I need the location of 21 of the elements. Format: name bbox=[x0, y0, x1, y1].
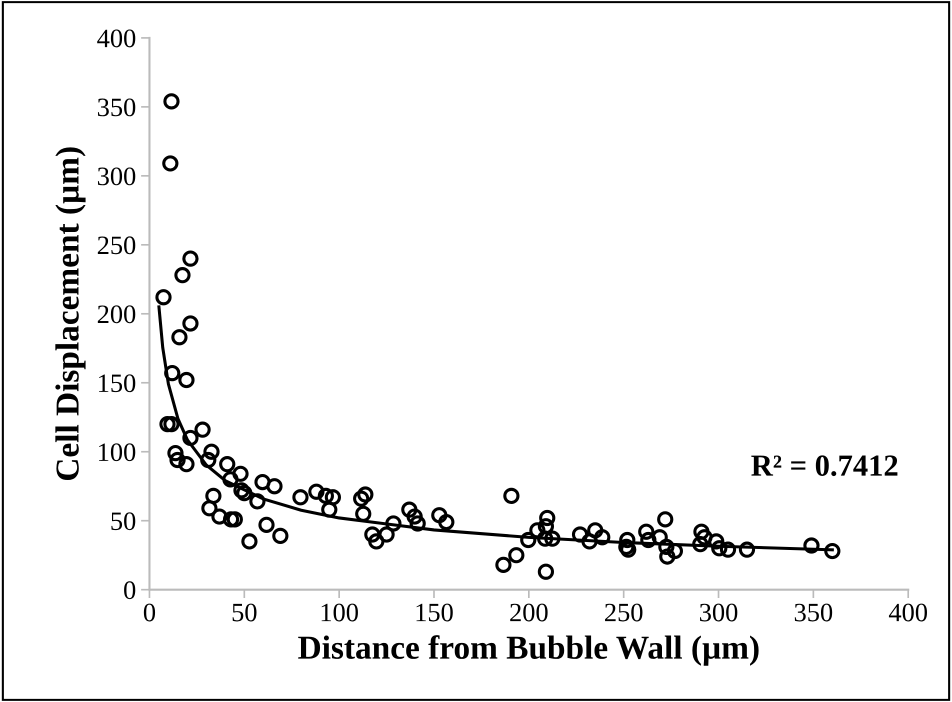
y-tick-label: 100 bbox=[99, 443, 136, 462]
y-axis-title: Cell Displacement (µm) bbox=[55, 147, 86, 480]
y-tick-label: 250 bbox=[98, 236, 136, 254]
x-tick-label: 300 bbox=[700, 604, 738, 622]
x-tick-label: 350 bbox=[794, 604, 832, 622]
x-tick-label: 0 bbox=[144, 604, 156, 622]
y-tick-label: 400 bbox=[97, 30, 136, 48]
x-tick-label: 50 bbox=[232, 604, 256, 622]
x-tick-label: 200 bbox=[510, 604, 548, 622]
y-tick-label: 0 bbox=[124, 581, 136, 600]
annotation: R² = 0.7412 bbox=[751, 455, 898, 476]
x-axis-title: Distance from Bubble Wall (µm) bbox=[298, 635, 759, 666]
y-tick-label: 150 bbox=[99, 374, 136, 392]
x-tick-label: 100 bbox=[322, 604, 358, 622]
y-tick-label: 200 bbox=[98, 305, 136, 324]
y-tick-label: 300 bbox=[98, 167, 136, 186]
x-tick-label: 150 bbox=[416, 604, 453, 622]
y-tick-label: 350 bbox=[98, 98, 136, 116]
x-tick-label: 250 bbox=[605, 604, 642, 622]
x-tick-label: 400 bbox=[888, 604, 927, 622]
y-tick-label: 50 bbox=[111, 512, 136, 530]
